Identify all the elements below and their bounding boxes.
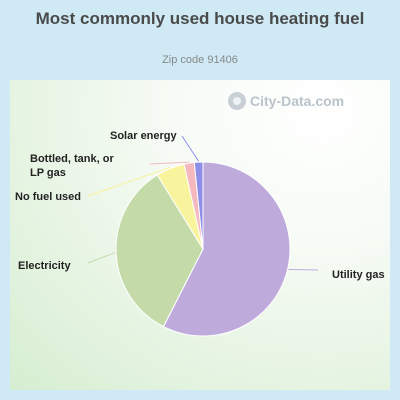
leader-line [87,167,170,197]
city-data-logo-icon [228,92,246,110]
watermark: City-Data.com [228,92,344,110]
leader-line [181,135,199,162]
pie-slice-solar-energy [193,161,204,250]
chart-title: Most commonly used house heating fuel [35,9,365,28]
slice-label: Utility gas [332,269,385,281]
pie-slice-electricity [115,174,204,328]
leader-line [149,161,189,165]
pie-slice-utility-gas [162,161,291,337]
slice-label: Electricity [18,260,71,272]
slice-label: No fuel used [15,191,81,203]
slice-label: Bottled, tank, or LP gas [30,153,114,179]
slice-label: Solar energy [110,130,178,142]
chart-subtitle: Zip code 91406 [162,54,238,66]
leader-line [87,252,116,264]
watermark-text: City-Data.com [250,93,345,109]
